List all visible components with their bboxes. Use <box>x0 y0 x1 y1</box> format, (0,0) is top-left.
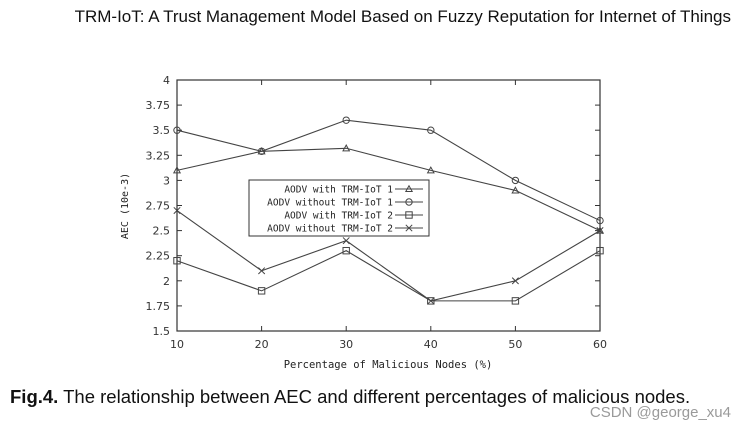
legend-label: AODV with TRM-IoT 2 <box>284 211 393 222</box>
triangle-marker <box>511 186 520 194</box>
cross-marker <box>405 224 413 232</box>
circle-marker <box>427 126 435 134</box>
x-tick-label: 50 <box>508 338 522 351</box>
circle-marker <box>405 198 413 206</box>
triangle-marker <box>172 166 182 174</box>
legend-entry: AODV with TRM-IoT 2 <box>284 211 423 222</box>
y-axis-label: AEC (10e-3) <box>120 173 131 239</box>
legend-label: AODV with TRM-IoT 1 <box>284 185 393 196</box>
y-tick-label: 2.25 <box>146 250 171 263</box>
cross-marker <box>258 267 266 275</box>
watermark: CSDN @george_xu4 <box>589 404 731 421</box>
series-line <box>176 119 601 222</box>
y-tick-label: 2.5 <box>153 225 171 238</box>
series-cross <box>173 206 604 305</box>
cross-marker <box>511 277 519 285</box>
square-marker <box>511 297 520 305</box>
legend-entry: AODV with TRM-IoT 1 <box>284 185 423 196</box>
legend-label: AODV without TRM-IoT 2 <box>267 224 393 235</box>
x-tick-label: 10 <box>170 338 184 351</box>
circle-marker <box>596 216 604 225</box>
y-tick-label: 3.25 <box>146 149 171 162</box>
circle-marker <box>342 116 350 124</box>
series-line <box>176 210 601 302</box>
y-tick-label: 3.5 <box>153 124 171 137</box>
square-marker <box>596 246 604 255</box>
caption-text: The relationship between AEC and differe… <box>58 386 691 407</box>
square-marker <box>173 257 181 265</box>
figure-caption: Fig.4. The relationship between AEC and … <box>10 386 690 408</box>
x-tick-label: 40 <box>424 338 438 351</box>
y-tick-label: 3 <box>163 174 170 187</box>
paper-title: TRM-IoT: A Trust Management Model Based … <box>74 7 731 26</box>
square-marker <box>405 211 413 219</box>
square-marker <box>427 297 435 305</box>
cross-marker <box>427 297 435 305</box>
y-tick-label: 3.75 <box>146 99 171 112</box>
y-tick-label: 1.75 <box>146 300 171 313</box>
triangle-marker <box>426 166 435 174</box>
cross-marker <box>173 206 181 215</box>
circle-marker <box>173 126 181 134</box>
y-tick-label: 1.5 <box>153 325 171 338</box>
legend-entry: AODV without TRM-IoT 1 <box>267 198 423 209</box>
x-tick-label: 60 <box>593 338 607 351</box>
cross-marker <box>342 237 350 245</box>
figure-label: Fig.4. <box>10 386 59 407</box>
legend-label: AODV without TRM-IoT 1 <box>267 198 393 209</box>
y-tick-label: 4 <box>163 74 170 87</box>
series-square <box>173 246 604 305</box>
chart-axes: 1.5 1.75 2 2.25 2.5 2.75 3 3.25 3.5 3.75 4 10 20 30 40… <box>146 74 608 351</box>
chart-series <box>172 116 605 305</box>
series-line <box>176 147 601 232</box>
x-tick-label: 30 <box>339 338 353 351</box>
circle-marker <box>257 147 266 155</box>
x-axis-label: Percentage of Malicious Nodes (%) <box>284 359 493 371</box>
series-circle <box>173 116 604 225</box>
chart-legend: AODV with TRM-IoT 1 AODV without TRM-IoT … <box>248 179 430 237</box>
circle-marker <box>511 176 520 185</box>
cross-marker <box>596 227 604 235</box>
square-marker <box>257 287 266 295</box>
series-line <box>176 250 601 302</box>
legend-entry: AODV without TRM-IoT 2 <box>267 224 423 235</box>
x-tick-label: 20 <box>255 338 269 351</box>
triangle-marker <box>404 184 414 193</box>
triangle-marker <box>342 144 351 152</box>
y-tick-label: 2.75 <box>146 200 171 213</box>
square-marker <box>342 246 350 255</box>
y-tick-label: 2 <box>163 275 170 288</box>
triangle-marker <box>595 226 605 234</box>
